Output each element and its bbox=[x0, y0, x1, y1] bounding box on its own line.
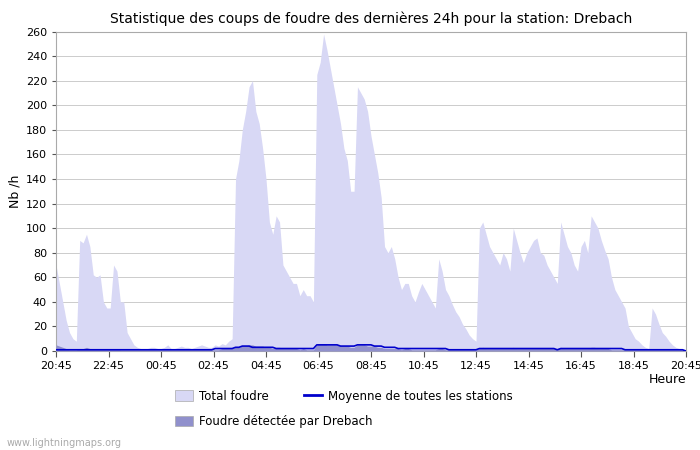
Title: Statistique des coups de foudre des dernières 24h pour la station: Drebach: Statistique des coups de foudre des dern… bbox=[110, 12, 632, 26]
Text: www.lightningmaps.org: www.lightningmaps.org bbox=[7, 438, 122, 448]
Text: Heure: Heure bbox=[648, 374, 686, 387]
Y-axis label: Nb /h: Nb /h bbox=[8, 175, 22, 208]
Legend: Foudre détectée par Drebach: Foudre détectée par Drebach bbox=[175, 415, 372, 428]
